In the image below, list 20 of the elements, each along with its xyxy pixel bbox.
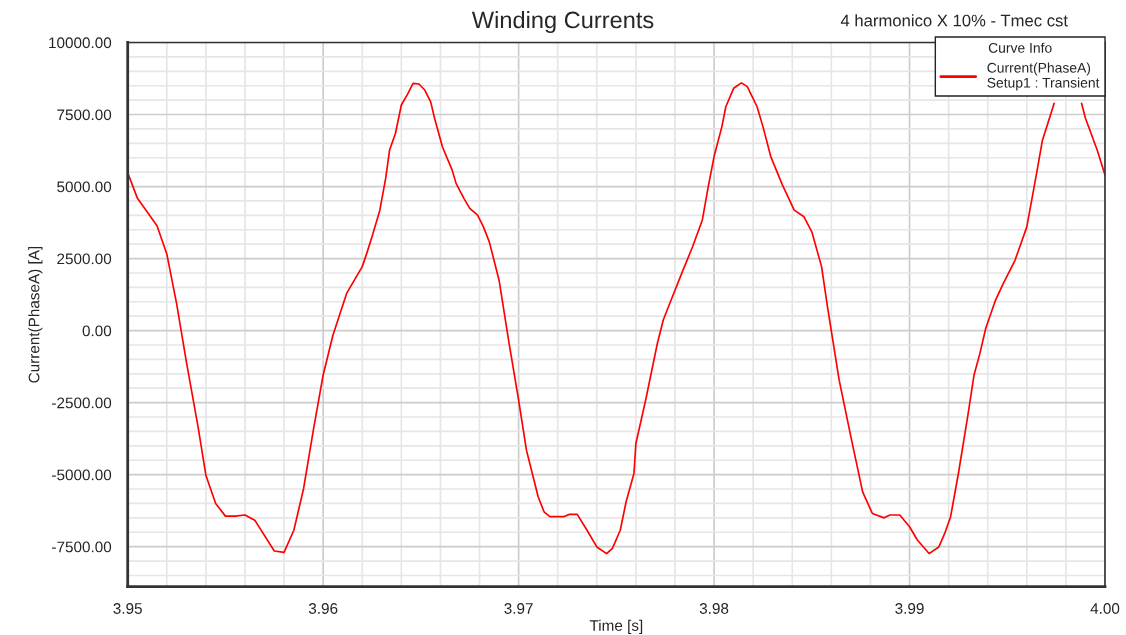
x-tick-label: 3.97	[504, 603, 533, 614]
y-tick-label: 5000.00	[57, 181, 112, 193]
x-tick-label: 3.95	[113, 603, 142, 614]
y-tick-label: 10000.00	[49, 37, 112, 49]
x-tick-label: 3.99	[895, 603, 924, 614]
x-tick-label: 3.98	[699, 603, 729, 614]
x-axis-title: Time [s]	[589, 619, 643, 634]
legend-label: Current(PhaseA) Setup1 : Transient	[987, 62, 1100, 91]
y-tick-label: 2500.00	[57, 253, 112, 265]
x-tick-label: 3.96	[308, 603, 338, 614]
y-axis-title: Current(PhaseA) [A]	[28, 246, 43, 383]
y-tick-label: 7500.00	[57, 109, 112, 121]
chart-title: Winding Currents	[471, 11, 654, 33]
y-tick-label: -5000.00	[52, 469, 112, 481]
y-tick-label: -2500.00	[52, 397, 112, 409]
y-tick-label: -7500.00	[52, 541, 112, 553]
x-tick-label: 4.00	[1090, 603, 1120, 614]
chart-subtitle: 4 harmonico X 10% - Tmec cst	[840, 14, 1068, 27]
y-tick-label: 0.00	[82, 325, 112, 337]
legend-title: Curve Info	[988, 42, 1052, 53]
